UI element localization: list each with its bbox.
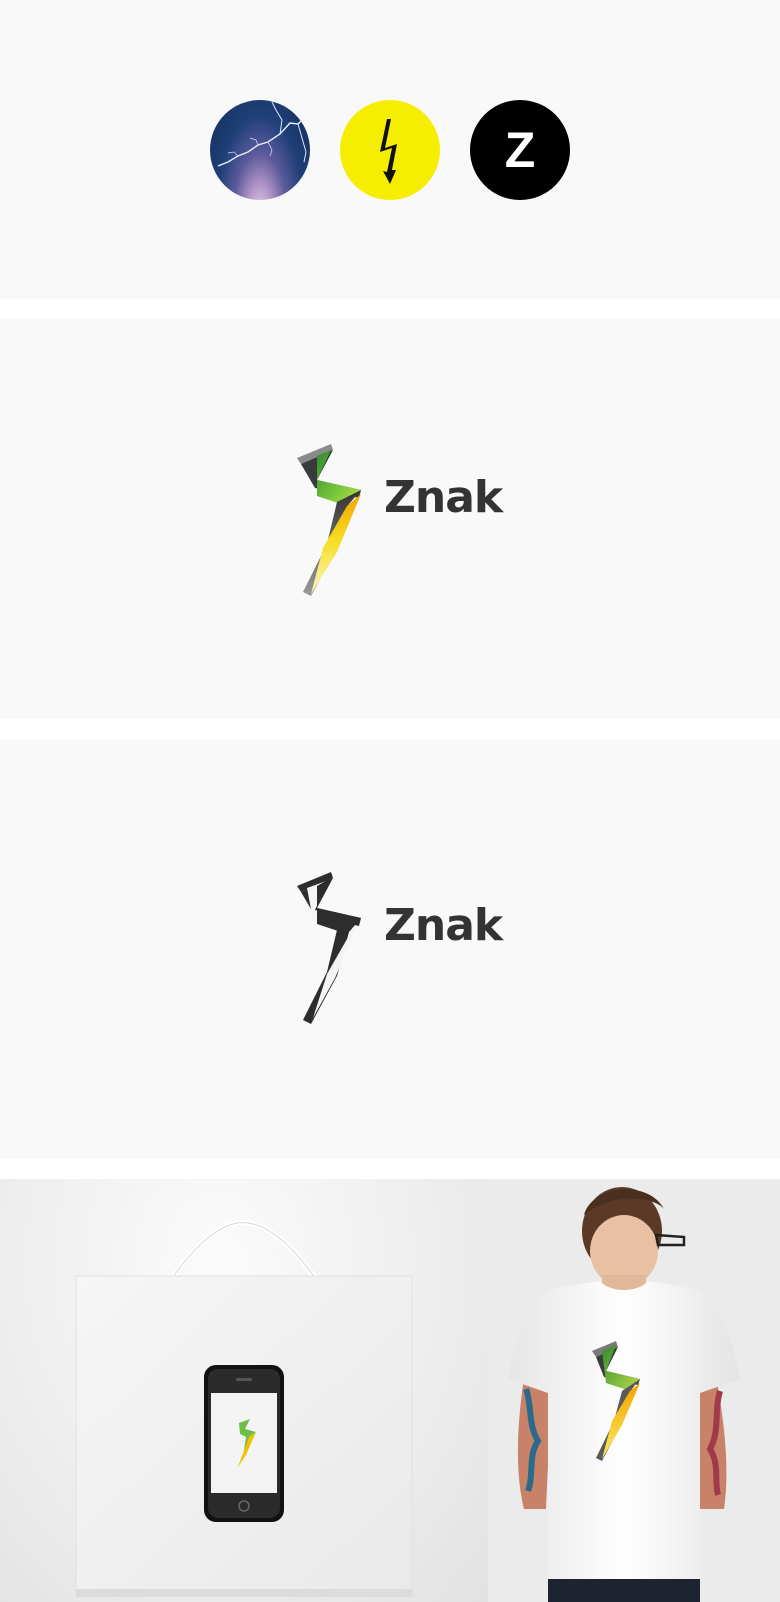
color-logo: Znak — [297, 444, 503, 604]
gradient-bolt-icon — [297, 444, 361, 596]
mono-logo: Znak — [297, 872, 503, 1032]
brand-wordmark: Znak — [384, 472, 503, 523]
color-logo-panel — [0, 319, 780, 719]
mono-logo-panel — [0, 739, 780, 1159]
lightning-storm-icon — [210, 100, 310, 200]
tshirt-mockup — [488, 1179, 780, 1602]
smartphone-icon — [204, 1365, 284, 1522]
z-letter-icon: Z — [504, 122, 536, 178]
brand-wordmark: Znak — [384, 900, 503, 951]
shopping-bag-mockup — [0, 1179, 488, 1602]
icon-swatches-panel: Z — [0, 0, 780, 299]
high-voltage-bolt-icon — [380, 119, 397, 184]
tshirt-person-icon — [508, 1187, 740, 1602]
high-voltage-circle — [340, 100, 440, 200]
dark-bolt-icon — [297, 872, 361, 1024]
lightning-strokes — [217, 101, 310, 167]
z-letter-circle: Z — [470, 100, 570, 200]
